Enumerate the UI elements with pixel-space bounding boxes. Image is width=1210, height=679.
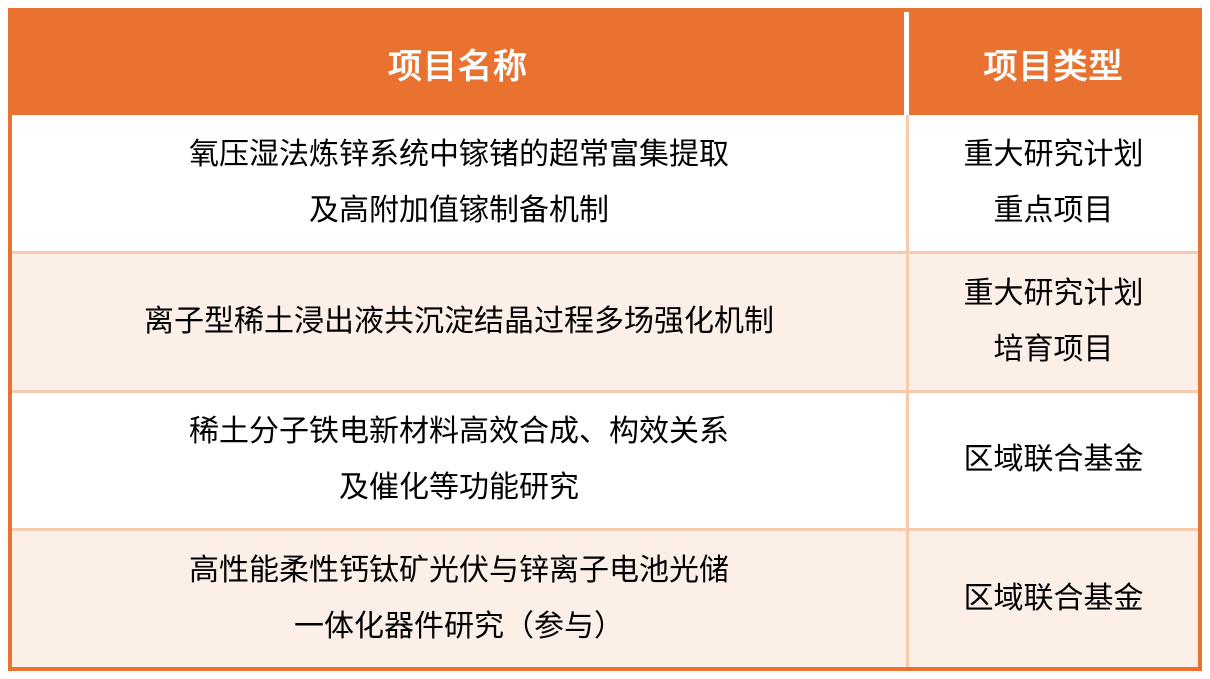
cell-line: 离子型稀土浸出液共沉淀结晶过程多场强化机制 [144, 304, 774, 338]
cell-line: 培育项目 [993, 332, 1114, 366]
cell-line: 氧压湿法炼锌系统中镓锗的超常富集提取 [189, 137, 729, 171]
cell-line: 高性能柔性钙钛矿光伏与锌离子电池光储 [189, 554, 729, 588]
cell-line: 区域联合基金 [963, 582, 1144, 616]
project-type-cell-row2: 重大研究计划 培育项目 [909, 253, 1198, 390]
projects-table: 项目名称 项目类型 氧压湿法炼锌系统中镓锗的超常富集提取 及高附加值镓制备机制 … [8, 8, 1202, 671]
project-name-cell-row3: 稀土分子铁电新材料高效合成、构效关系 及催化等功能研究 [12, 392, 906, 529]
cell-line: 重大研究计划 [963, 137, 1144, 171]
header-cell-project-name: 项目名称 [12, 12, 904, 115]
header-cell-project-type: 项目类型 [909, 12, 1198, 115]
cell-line: 区域联合基金 [963, 443, 1144, 477]
cell-line: 及催化等功能研究 [339, 471, 579, 505]
header-label-project-type: 项目类型 [983, 48, 1124, 86]
project-name-cell-row2: 离子型稀土浸出液共沉淀结晶过程多场强化机制 [12, 253, 906, 390]
project-type-cell-row1: 重大研究计划 重点项目 [909, 115, 1198, 251]
header-label-project-name: 项目名称 [388, 48, 528, 86]
project-type-cell-row4: 区域联合基金 [909, 531, 1198, 667]
cell-line: 稀土分子铁电新材料高效合成、构效关系 [189, 415, 729, 449]
table-header-row: 项目名称 项目类型 [12, 12, 1198, 115]
cell-line: 一体化器件研究（参与） [294, 610, 624, 644]
cell-line: 重点项目 [993, 193, 1114, 227]
table-body: 氧压湿法炼锌系统中镓锗的超常富集提取 及高附加值镓制备机制 重大研究计划 重点项… [12, 115, 1198, 667]
project-name-cell-row1: 氧压湿法炼锌系统中镓锗的超常富集提取 及高附加值镓制备机制 [12, 115, 906, 251]
project-name-cell-row4: 高性能柔性钙钛矿光伏与锌离子电池光储 一体化器件研究（参与） [12, 531, 906, 667]
cell-line: 及高附加值镓制备机制 [309, 193, 609, 227]
project-type-cell-row3: 区域联合基金 [909, 392, 1198, 529]
cell-line: 重大研究计划 [963, 276, 1144, 310]
